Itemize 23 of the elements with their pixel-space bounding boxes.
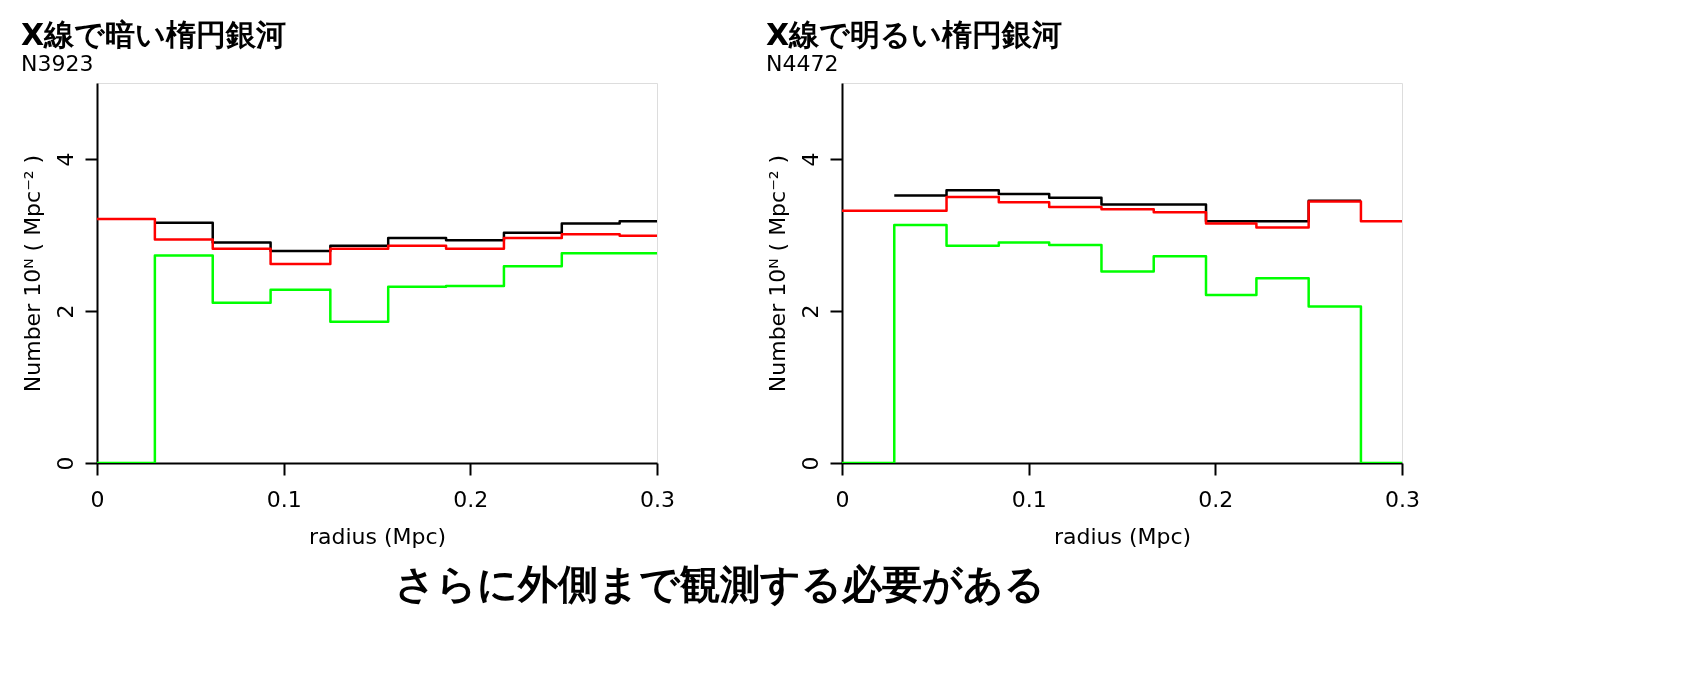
chart-title: X線で明るい楕円銀河 [766,17,1063,52]
chart-title: X線で暗い楕円銀河 [21,17,287,52]
x-tick-label: 0.1 [1011,486,1047,512]
chart-subtitle: N3923 [21,51,94,76]
x-tick-label: 0.2 [1198,486,1234,512]
x-axis-title: radius (Mpc) [308,523,447,549]
text: さらに外側まで観測する必要がある [395,560,1046,607]
y-tick-label: 4 [797,152,823,167]
x-tick-label: 0.2 [453,486,489,512]
x-tick-label: 0.1 [266,486,302,512]
x-tick-label: 0.3 [1385,486,1420,512]
y-axis-title: Number 10ᴺ ( Mpc⁻² ) [19,154,45,393]
y-tick-label: 0 [797,456,823,471]
y-tick-label: 4 [52,152,78,167]
x-tick-label: 0 [90,486,105,512]
chart-subtitle: N4472 [766,51,839,76]
y-axis-title: Number 10ᴺ ( Mpc⁻² ) [764,154,790,393]
y-tick-label: 2 [797,304,823,319]
y-tick-label: 0 [52,456,78,471]
y-tick-label: 2 [52,304,78,319]
x-tick-label: 0.3 [640,486,675,512]
x-tick-label: 0 [835,486,850,512]
x-axis-title: radius (Mpc) [1053,523,1192,549]
